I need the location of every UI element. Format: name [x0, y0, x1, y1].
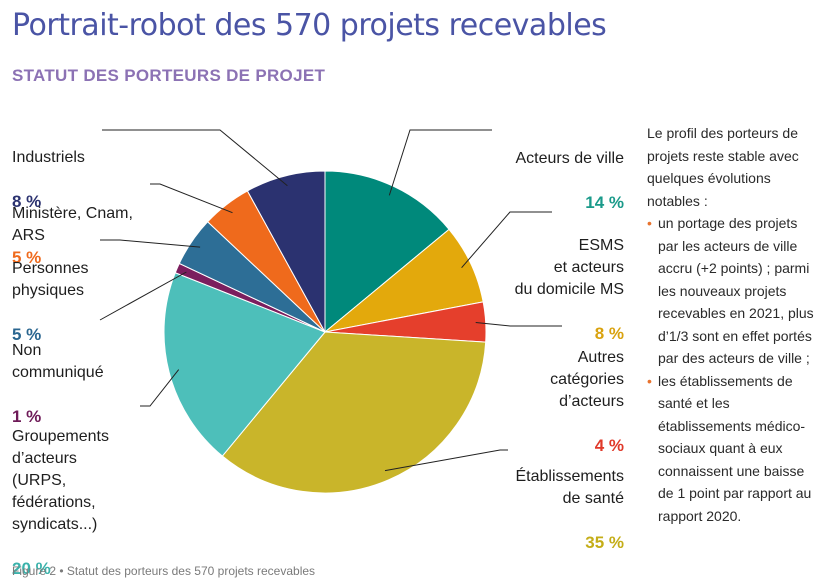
slice-label-personnes-physiques: Personnes physiques 5 % [12, 236, 89, 347]
slice-label-groupements: Groupements d’acteurs (URPS, fédérations… [12, 404, 109, 581]
label-text: Acteurs de ville [515, 150, 625, 167]
slice-label-non-communique: Non communiqué 1 % [12, 318, 104, 429]
pie-slice-4 [163, 272, 326, 457]
slice-label-ministere: Ministère, Cnam, ARS 5 % [12, 181, 133, 270]
side-bullet-item: • les établissements de santé et les étab… [647, 370, 815, 528]
label-text: ESMS et acteurs du domicile MS [514, 237, 624, 298]
side-bullet-text: un portage des projets par les acteurs d… [658, 215, 814, 366]
leader-line-4 [140, 369, 180, 407]
pct-value: 20 % [12, 559, 51, 578]
leader-line-1 [461, 211, 552, 269]
pct-value: 4 % [594, 436, 624, 455]
label-text: Personnes physiques [12, 260, 89, 299]
slice-label-etablissements-sante: Établissements de santé 35 % [516, 444, 625, 555]
slice-label-industriels: Industriels 8 % [12, 125, 85, 214]
side-commentary: Le profil des porteurs de projets reste … [647, 122, 815, 527]
leader-line-7 [150, 183, 233, 214]
pct-value: 14 % [585, 193, 624, 212]
label-text: Non communiqué [12, 342, 104, 381]
label-text: Ministère, Cnam, ARS [12, 205, 133, 244]
label-text: Groupements d’acteurs (URPS, fédérations… [12, 428, 109, 533]
label-text: Autres catégories d’acteurs [550, 349, 624, 410]
side-bullet-list: • un portage des projets par les acteurs … [647, 212, 815, 527]
page-title: Portrait-robot des 570 projets recevable… [12, 8, 607, 43]
side-bullet-text: les établissements de santé et les établ… [658, 372, 812, 524]
figure-caption: Figure 2 • Statut des porteurs des 570 p… [12, 564, 316, 578]
leader-line-0 [388, 129, 492, 196]
bullet-marker: • [647, 372, 652, 389]
leader-line-2 [475, 322, 562, 327]
pct-value: 5 % [12, 248, 42, 267]
slice-label-esms: ESMS et acteurs du domicile MS 8 % [515, 213, 624, 346]
pct-value: 5 % [12, 325, 42, 344]
leader-line-8 [102, 129, 288, 187]
pct-value: 1 % [12, 407, 42, 426]
slice-label-autres-categories: Autres catégories d’acteurs 4 % [550, 325, 624, 458]
pct-value: 35 % [585, 533, 624, 552]
chart-subtitle: STATUT DES PORTEURS DE PROJET [12, 66, 326, 85]
leader-line-5 [99, 271, 187, 321]
leader-line-3 [384, 449, 508, 472]
label-text: Établissements de santé [515, 468, 625, 507]
slice-label-acteurs-de-ville: Acteurs de ville 14 % [516, 126, 625, 215]
bullet-marker: • [647, 215, 652, 231]
pct-value: 8 % [594, 324, 624, 343]
side-bullet-item: • un portage des projets par les acteurs … [647, 212, 815, 370]
side-intro: Le profil des porteurs de projets reste … [647, 125, 799, 209]
pie-slice-8 [246, 170, 326, 333]
pie-slice-3 [221, 331, 487, 494]
pct-value: 8 % [12, 192, 42, 211]
label-text: Industriels [12, 149, 85, 166]
pie-slice-0 [324, 170, 450, 334]
leader-line-6 [100, 239, 201, 248]
